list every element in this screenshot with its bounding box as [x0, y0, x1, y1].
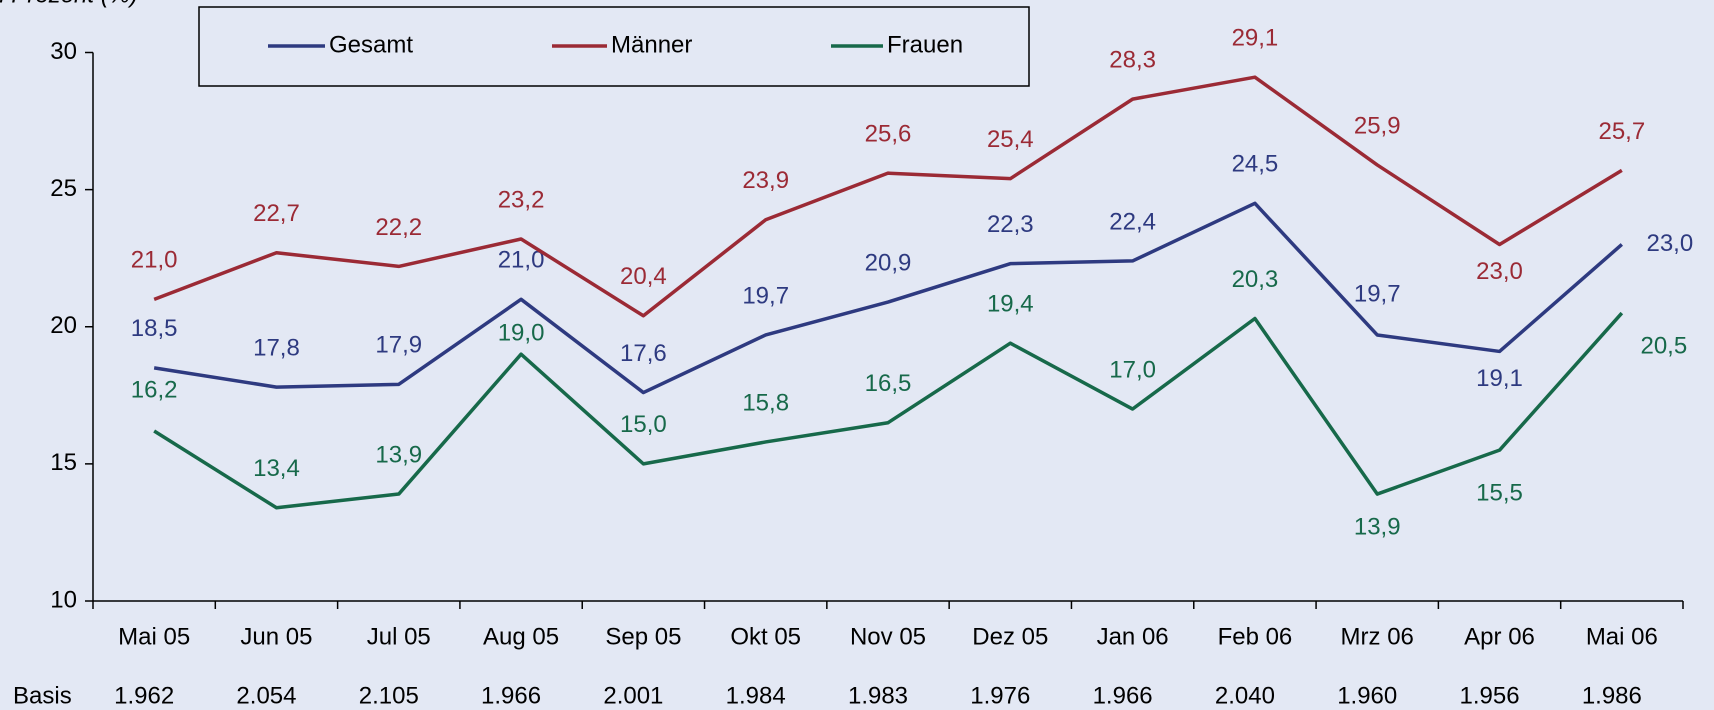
x-tick-label: Mrz 06: [1341, 623, 1414, 650]
data-label: 22,7: [253, 200, 300, 227]
basis-value: 1.966: [481, 682, 541, 709]
x-tick-label: Mai 05: [118, 623, 190, 650]
data-label: 13,9: [1354, 513, 1401, 540]
y-tick-label: 15: [50, 449, 77, 476]
legend-label: Männer: [611, 31, 692, 58]
y-tick-label: 20: [50, 312, 77, 339]
x-tick-label: Nov 05: [850, 623, 926, 650]
data-label: 21,0: [498, 247, 545, 274]
data-label: 24,5: [1232, 151, 1279, 178]
x-tick-label: Apr 06: [1464, 623, 1535, 650]
series-line: [153, 201, 1624, 395]
data-label: 23,0: [1476, 258, 1523, 285]
x-tick-label: Jun 05: [240, 623, 312, 650]
basis-value: 1.986: [1582, 682, 1642, 709]
data-label: 15,0: [620, 411, 667, 438]
data-label: 20,4: [620, 263, 667, 290]
data-label: 13,4: [253, 455, 300, 482]
basis-value: 1.966: [1093, 682, 1153, 709]
data-label: 21,0: [131, 247, 178, 274]
x-tick-label: Feb 06: [1218, 623, 1293, 650]
x-tick-label: Jul 05: [367, 623, 431, 650]
basis-value: 1.976: [970, 682, 1030, 709]
data-label: 28,3: [1109, 46, 1156, 73]
data-label: 20,3: [1232, 266, 1279, 293]
x-tick-label: Okt 05: [730, 623, 801, 650]
y-tick-label: 25: [50, 175, 77, 202]
basis-value: 1.962: [114, 682, 174, 709]
x-tick-label: Dez 05: [972, 623, 1048, 650]
data-label: 19,0: [498, 320, 545, 347]
data-label: 25,7: [1598, 118, 1645, 145]
data-label: 19,7: [742, 282, 789, 309]
x-tick-label: Mai 06: [1586, 623, 1658, 650]
data-label: 15,5: [1476, 480, 1523, 507]
data-label: 22,4: [1109, 208, 1156, 235]
series-line: [153, 311, 1624, 510]
series-line: [153, 75, 1623, 318]
y-tick-label: 30: [50, 38, 77, 65]
data-label: 17,6: [620, 340, 667, 367]
data-label: 20,5: [1640, 332, 1687, 359]
y-axis-label: in Prozent (%): [0, 0, 138, 8]
data-label: 25,6: [865, 121, 912, 148]
data-label: 17,8: [253, 334, 300, 361]
y-tick-label: 10: [50, 586, 77, 613]
data-label: 25,9: [1354, 112, 1401, 139]
data-label: 18,5: [131, 315, 178, 342]
data-label: 22,2: [375, 214, 422, 241]
data-label: 19,7: [1354, 280, 1401, 307]
basis-value: 2.054: [236, 682, 296, 709]
data-label: 23,9: [742, 167, 789, 194]
data-label: 19,4: [987, 291, 1034, 318]
basis-value: 1.984: [726, 682, 786, 709]
data-label: 16,5: [865, 370, 912, 397]
basis-value: 1.956: [1460, 682, 1520, 709]
data-label: 23,0: [1646, 230, 1693, 257]
data-label: 17,9: [375, 332, 422, 359]
basis-label: Basis: [13, 682, 72, 709]
legend-label: Gesamt: [329, 31, 413, 58]
basis-value: 1.960: [1337, 682, 1397, 709]
data-label: 20,9: [865, 249, 912, 276]
x-tick-label: Aug 05: [483, 623, 559, 650]
x-tick-label: Jan 06: [1097, 623, 1169, 650]
legend-label: Frauen: [887, 31, 963, 58]
data-label: 16,2: [131, 376, 178, 403]
basis-value: 2.001: [603, 682, 663, 709]
basis-value: 2.105: [359, 682, 419, 709]
basis-value: 2.040: [1215, 682, 1275, 709]
data-label: 13,9: [375, 441, 422, 468]
data-label: 23,2: [498, 186, 545, 213]
data-label: 25,4: [987, 126, 1034, 153]
data-label: 22,3: [987, 211, 1034, 238]
data-label: 19,1: [1476, 365, 1523, 392]
x-tick-label: Sep 05: [605, 623, 681, 650]
data-label: 17,0: [1109, 356, 1156, 383]
basis-value: 1.983: [848, 682, 908, 709]
legend-box: [198, 6, 1030, 87]
data-label: 15,8: [742, 389, 789, 416]
data-label: 29,1: [1232, 25, 1279, 52]
